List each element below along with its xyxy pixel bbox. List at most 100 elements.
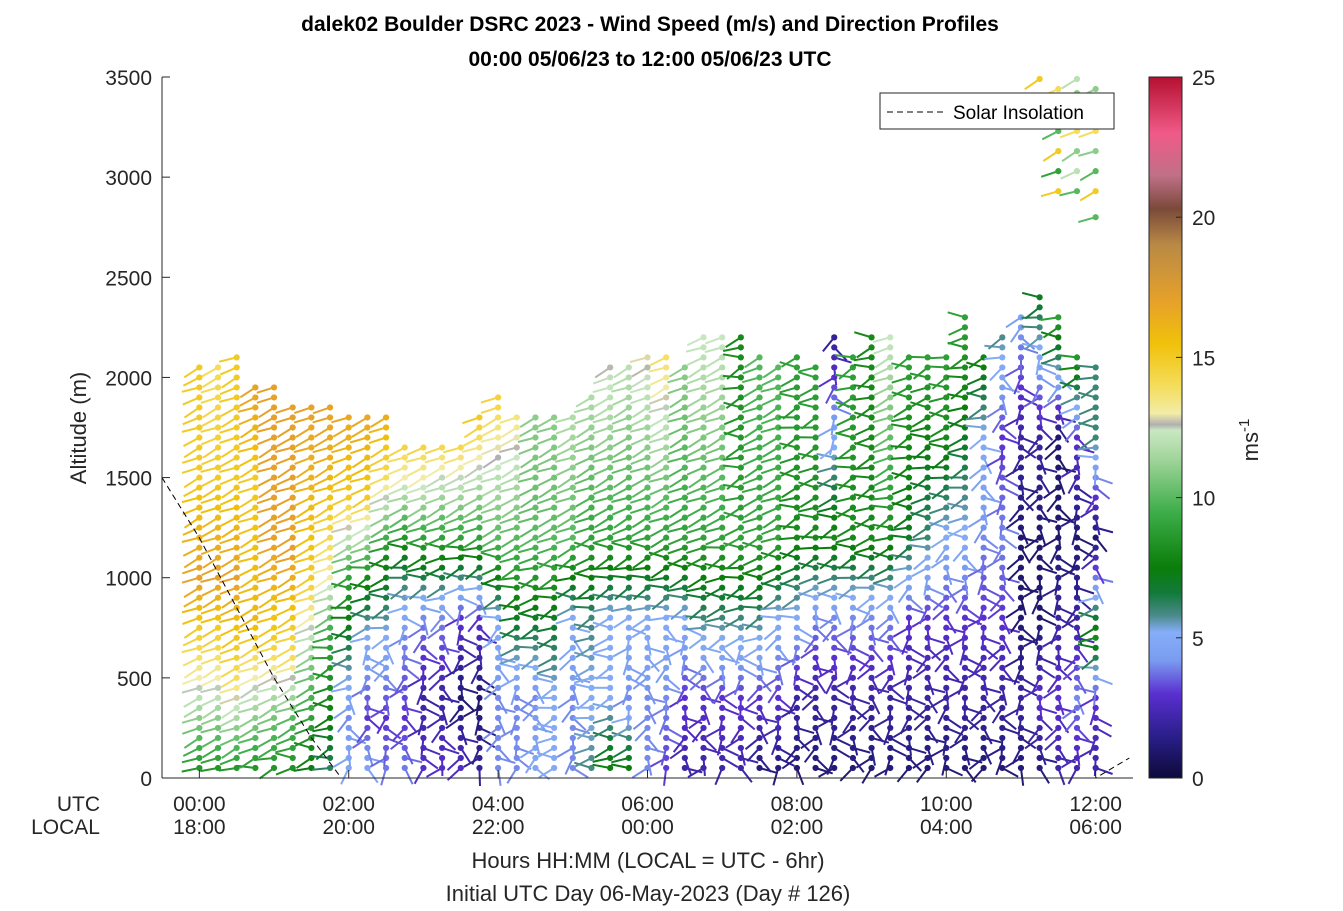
wind-barb-point bbox=[868, 734, 875, 742]
wind-barb-point bbox=[607, 714, 614, 722]
wind-barb-point bbox=[569, 704, 576, 712]
wind-barb-point bbox=[849, 634, 857, 641]
y-tick-label: 3000 bbox=[105, 167, 152, 190]
wind-barb-point bbox=[812, 714, 819, 722]
wind-barb-point bbox=[868, 524, 875, 531]
wind-barb-point bbox=[214, 514, 222, 521]
wind-barb-point bbox=[196, 564, 203, 571]
wind-barb-point bbox=[887, 514, 894, 521]
wind-barb-point bbox=[214, 724, 222, 732]
wind-barb-point bbox=[737, 724, 744, 732]
wind-barb-point bbox=[849, 674, 857, 681]
wind-barb-point bbox=[700, 394, 707, 401]
wind-barb-point bbox=[887, 414, 894, 421]
wind-barb-point bbox=[1092, 624, 1099, 631]
colorbar-tick-label: 5 bbox=[1192, 628, 1204, 651]
wind-barb-point bbox=[719, 754, 726, 762]
wind-barb-point bbox=[1055, 624, 1062, 631]
wind-barb-point bbox=[476, 464, 483, 471]
wind-barb-point bbox=[868, 474, 875, 481]
wind-barb-point bbox=[289, 604, 296, 611]
wind-barb-point bbox=[775, 484, 782, 491]
wind-barb-point bbox=[905, 474, 913, 481]
wind-barb-point bbox=[868, 554, 875, 561]
wind-barb-point bbox=[644, 574, 651, 581]
wind-barb-point bbox=[196, 684, 203, 691]
wind-barb-point bbox=[644, 704, 651, 712]
wind-barb-point bbox=[700, 444, 707, 451]
wind-barb-point bbox=[663, 764, 670, 772]
wind-barb-point bbox=[719, 524, 726, 531]
wind-barb-point bbox=[1092, 444, 1099, 451]
wind-barb-point bbox=[252, 594, 259, 601]
wind-barb-point bbox=[961, 624, 969, 631]
wind-barb-point bbox=[905, 414, 913, 421]
wind-barb-point bbox=[569, 484, 576, 491]
wind-barb-point bbox=[1073, 127, 1081, 135]
wind-barb-point bbox=[961, 454, 969, 461]
wind-barb-point bbox=[270, 594, 278, 601]
wind-barb-point bbox=[943, 734, 950, 742]
wind-barb-point bbox=[588, 454, 595, 461]
wind-barb-point bbox=[196, 464, 203, 471]
wind-barb-point bbox=[345, 574, 352, 581]
wind-barb-point bbox=[1017, 684, 1025, 691]
wind-barb-point bbox=[607, 364, 614, 371]
wind-barb-point bbox=[308, 744, 315, 752]
wind-barb-point bbox=[1073, 544, 1081, 551]
wind-barb-point bbox=[625, 744, 632, 752]
wind-barb-point bbox=[943, 374, 950, 381]
wind-barb-point bbox=[495, 604, 502, 611]
wind-barb-point bbox=[457, 484, 464, 491]
wind-barb-point bbox=[812, 404, 819, 411]
wind-barb-point bbox=[569, 644, 576, 651]
legend-box bbox=[879, 92, 1115, 130]
wind-barb-point bbox=[308, 634, 315, 641]
wind-barb-point bbox=[308, 484, 315, 491]
wind-barb-point bbox=[1017, 514, 1025, 521]
wind-barb-point bbox=[270, 704, 278, 712]
wind-barb-point bbox=[476, 694, 483, 701]
wind-barb-point bbox=[1092, 744, 1099, 752]
wind-barb-point bbox=[196, 444, 203, 451]
wind-barb-point bbox=[999, 364, 1006, 371]
wind-barb-point bbox=[438, 694, 446, 701]
wind-barb-point bbox=[382, 444, 390, 451]
wind-barb-point bbox=[438, 524, 446, 531]
wind-barb-point bbox=[401, 574, 408, 581]
wind-barb-point bbox=[513, 464, 520, 471]
wind-barb-point bbox=[1092, 724, 1099, 732]
wind-barb-point bbox=[775, 544, 782, 551]
wind-barb-point bbox=[476, 644, 483, 651]
wind-barb-point bbox=[943, 384, 950, 391]
wind-barb-point bbox=[438, 484, 446, 491]
wind-barb-point bbox=[1055, 554, 1062, 561]
wind-barb-point bbox=[607, 524, 614, 531]
wind-barb-point bbox=[905, 444, 913, 451]
wind-barb-point bbox=[495, 544, 502, 551]
wind-barb-point bbox=[1036, 744, 1043, 752]
wind-barb-point bbox=[1092, 454, 1099, 461]
wind-barb-point bbox=[775, 764, 782, 772]
wind-barb-point bbox=[196, 364, 203, 371]
wind-barb-point bbox=[532, 554, 539, 561]
wind-barb-point bbox=[495, 454, 502, 461]
wind-barb-point bbox=[644, 544, 651, 551]
legend: Solar Insolation bbox=[879, 92, 1115, 130]
wind-barb-point bbox=[607, 394, 614, 401]
wind-barb-point bbox=[345, 664, 352, 671]
wind-barb-point bbox=[289, 644, 296, 651]
wind-barb-point bbox=[233, 374, 240, 381]
wind-barb-point bbox=[551, 684, 558, 691]
wind-barb-point bbox=[924, 384, 931, 391]
wind-barb-point bbox=[663, 674, 670, 681]
wind-barb-point bbox=[270, 744, 278, 752]
wind-barb-point bbox=[252, 684, 259, 691]
wind-barb-point bbox=[326, 484, 334, 491]
wind-barb-point bbox=[420, 664, 427, 671]
wind-barb-point bbox=[513, 754, 520, 762]
wind-barb-point bbox=[495, 694, 502, 701]
wind-barb-point bbox=[887, 394, 894, 401]
wind-barb-point bbox=[345, 514, 352, 521]
wind-barb-point bbox=[326, 724, 334, 732]
